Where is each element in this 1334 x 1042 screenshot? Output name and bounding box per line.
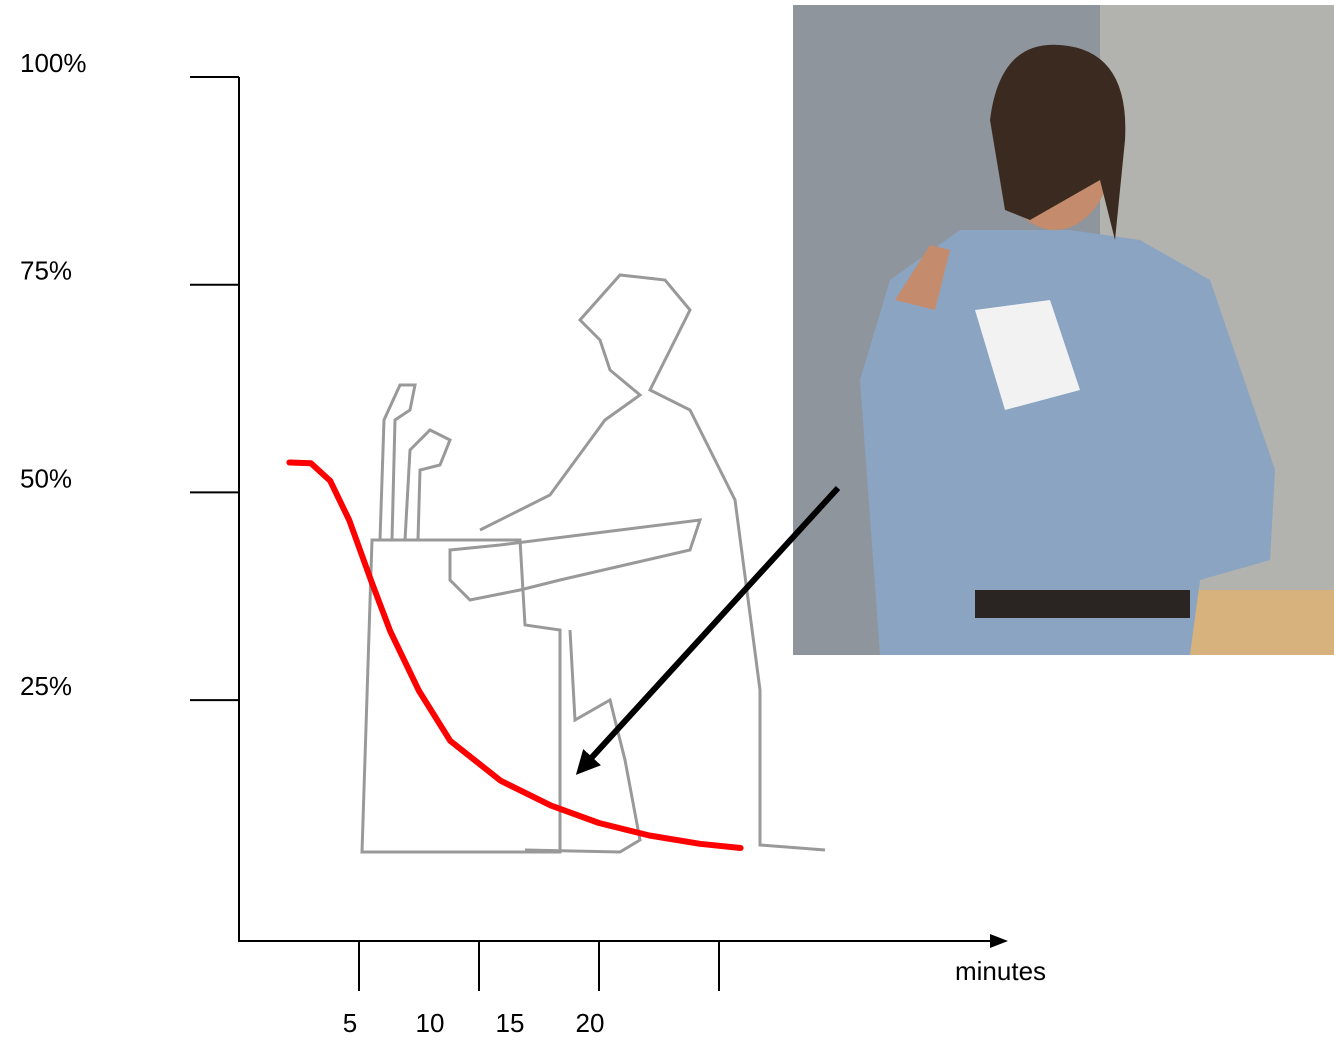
y-tick-label: 25% — [20, 671, 72, 701]
photo — [793, 5, 1334, 655]
y-tick-label: 50% — [20, 463, 72, 493]
x-axis-arrowhead — [990, 934, 1008, 948]
lecturer-drawing — [362, 275, 825, 852]
x-tick-label: 15 — [496, 1008, 525, 1038]
x-axis-label: minutes — [955, 956, 1046, 986]
x-tick-label: 5 — [343, 1008, 357, 1038]
y-tick-label: 75% — [20, 256, 72, 286]
slide: minutes 100% 75% 50% 25% 5 10 15 20 — [0, 0, 1334, 1042]
attention-curve — [289, 463, 740, 849]
y-tick-label: 100% — [20, 48, 87, 78]
x-tick-label: 10 — [416, 1008, 445, 1038]
x-tick-label: 20 — [576, 1008, 605, 1038]
